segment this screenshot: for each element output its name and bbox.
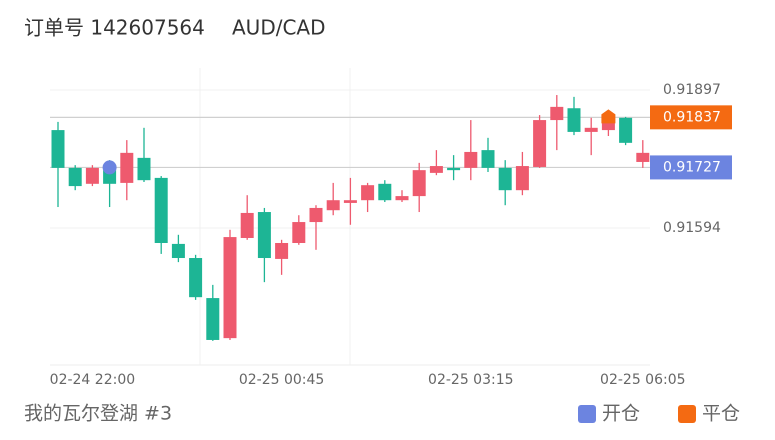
candle-body [636, 152, 650, 162]
candle-body [309, 207, 323, 223]
candle-body [412, 170, 426, 197]
legend-label: 开仓 [602, 403, 640, 425]
candle-body [343, 200, 357, 203]
price-label-box [650, 105, 732, 130]
candle-body [326, 200, 340, 211]
legend-label: 平仓 [702, 403, 740, 425]
y-tick-label: 0.91594 [663, 220, 721, 236]
candle-body [154, 177, 168, 243]
x-tick-label: 02-24 22:00 [50, 372, 135, 388]
x-tick-label: 02-25 03:15 [428, 372, 513, 388]
candle-body [361, 185, 375, 201]
candle-body [68, 167, 82, 187]
candle-body [498, 167, 512, 191]
order-number: 订单号 142607564 [24, 16, 205, 40]
x-tick-label: 02-25 06:05 [600, 372, 685, 388]
candle-body [378, 183, 392, 201]
price-label: 0.91837 [663, 109, 721, 125]
x-tick-label: 02-25 00:45 [239, 372, 324, 388]
candle-body [429, 166, 443, 173]
candle-body [481, 150, 495, 168]
candle-body [395, 196, 409, 201]
open-marker [102, 160, 117, 175]
candle-body [137, 157, 151, 181]
footer: 我的瓦尔登湖 #3 [24, 403, 172, 425]
candle-body [464, 151, 478, 168]
candle-body [223, 237, 237, 339]
candle-body [171, 243, 185, 259]
candle-body [257, 212, 271, 259]
candle-body [51, 130, 65, 168]
price-label: 0.91727 [663, 159, 721, 175]
candle-body [533, 120, 547, 167]
candle-body [515, 166, 529, 191]
candle-body [206, 298, 220, 340]
legend-swatch [578, 405, 596, 423]
candle-body [275, 242, 289, 259]
candle-body [567, 108, 581, 132]
close-marker [601, 109, 616, 124]
candle-body [120, 152, 134, 183]
candle-body [550, 106, 564, 121]
candle-body [240, 212, 254, 238]
candle-body [447, 167, 461, 171]
price-label-box [650, 155, 732, 180]
symbol: AUD/CAD [232, 16, 326, 40]
legend-swatch [678, 405, 696, 423]
candle-body [85, 167, 99, 184]
candle-body [292, 222, 306, 243]
y-tick-label: 0.91897 [663, 82, 721, 98]
candle-body [189, 258, 203, 298]
candle-body [619, 117, 633, 143]
candle-body [584, 127, 598, 132]
